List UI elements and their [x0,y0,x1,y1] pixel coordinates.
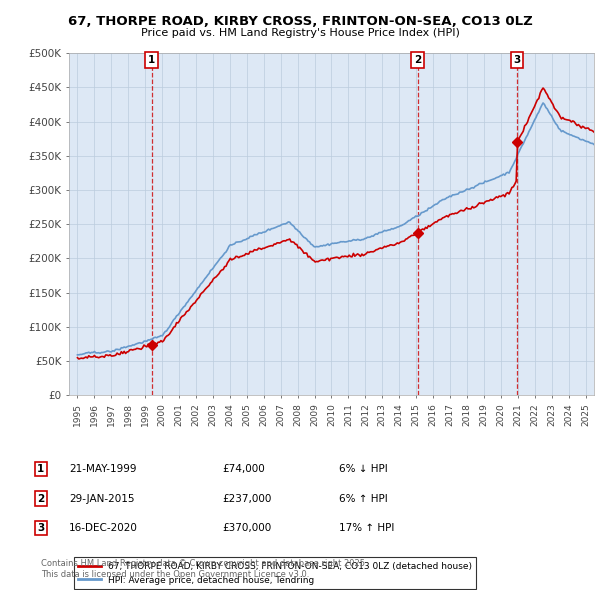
Text: 6% ↓ HPI: 6% ↓ HPI [339,464,388,474]
Text: 2: 2 [414,55,421,65]
Text: £237,000: £237,000 [222,494,271,503]
Text: Price paid vs. HM Land Registry's House Price Index (HPI): Price paid vs. HM Land Registry's House … [140,28,460,38]
Text: £370,000: £370,000 [222,523,271,533]
Text: 21-MAY-1999: 21-MAY-1999 [69,464,137,474]
Text: 29-JAN-2015: 29-JAN-2015 [69,494,134,503]
Text: 17% ↑ HPI: 17% ↑ HPI [339,523,394,533]
Text: 6% ↑ HPI: 6% ↑ HPI [339,494,388,503]
Text: £74,000: £74,000 [222,464,265,474]
Text: 16-DEC-2020: 16-DEC-2020 [69,523,138,533]
Text: 3: 3 [37,523,44,533]
Legend: 67, THORPE ROAD, KIRBY CROSS, FRINTON-ON-SEA, CO13 0LZ (detached house), HPI: Av: 67, THORPE ROAD, KIRBY CROSS, FRINTON-ON… [74,558,476,589]
Text: 1: 1 [37,464,44,474]
Text: 2: 2 [37,494,44,503]
Text: This data is licensed under the Open Government Licence v3.0.: This data is licensed under the Open Gov… [41,571,309,579]
Text: 3: 3 [514,55,521,65]
Text: 1: 1 [148,55,155,65]
Text: 67, THORPE ROAD, KIRBY CROSS, FRINTON-ON-SEA, CO13 0LZ: 67, THORPE ROAD, KIRBY CROSS, FRINTON-ON… [68,15,532,28]
Text: Contains HM Land Registry data © Crown copyright and database right 2025.: Contains HM Land Registry data © Crown c… [41,559,367,568]
